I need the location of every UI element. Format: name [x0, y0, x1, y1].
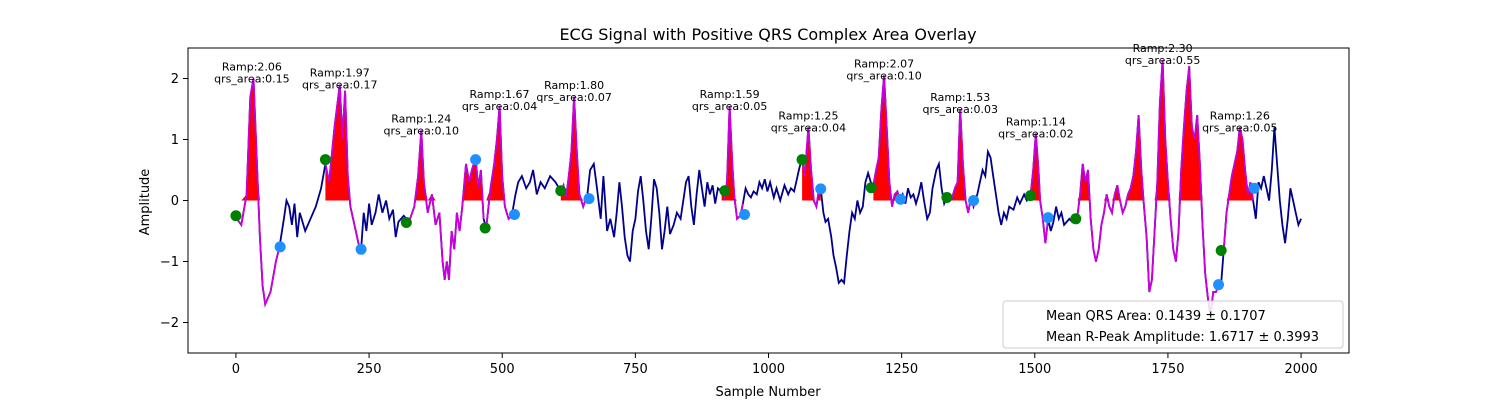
qrs-area-fill-8 [946, 109, 974, 201]
annotation-ramp-4: Ramp:1.80 [544, 79, 604, 92]
offset-marker-3 [508, 209, 520, 221]
qrs-markers [230, 154, 1260, 291]
qrs-segment-line-11 [1222, 127, 1254, 250]
annotation-area-2: qrs_area:0.10 [384, 124, 459, 137]
annotation-ramp-6: Ramp:1.25 [778, 109, 838, 122]
qrs-segment-line-0 [235, 78, 281, 308]
onset-marker-6 [796, 154, 808, 166]
offset-marker-9 [1042, 212, 1054, 224]
qrs-segment-line-7 [872, 75, 901, 207]
offset-marker-2 [470, 154, 482, 166]
onset-marker-11 [1215, 245, 1227, 257]
onset-marker-3 [479, 222, 491, 234]
annotation-area-10: qrs_area:0.55 [1125, 54, 1200, 67]
offset-marker-10 [1213, 279, 1225, 291]
x-tick-label-4: 1000 [752, 362, 785, 377]
legend: Mean QRS Area: 0.1439 ± 0.1707 Mean R-Pe… [1002, 300, 1344, 349]
y-axis: −2 −1 0 1 2 [160, 72, 188, 331]
offset-marker-8 [968, 195, 980, 206]
x-axis: 0 250 500 750 1000 1250 1500 1750 2000 [232, 353, 1318, 377]
y-axis-label: Amplitude [138, 169, 153, 236]
qrs-segment-line-5 [720, 105, 744, 221]
offset-marker-1 [355, 243, 367, 255]
offset-marker-4 [583, 193, 595, 205]
onset-marker-8 [941, 191, 953, 203]
annotation-area-1: qrs_area:0.17 [302, 79, 377, 92]
qrs-area-fill-5 [721, 106, 743, 201]
y-tick-label-2: 0 [171, 194, 179, 209]
annotation-ramp-7: Ramp:2.07 [854, 57, 914, 70]
annotation-ramp-11: Ramp:1.26 [1210, 109, 1270, 122]
qrs-area-fill-6 [802, 127, 821, 201]
annotation-ramp-8: Ramp:1.53 [930, 91, 990, 104]
qrs-segment-line-2 [408, 130, 485, 280]
onset-marker-7 [865, 182, 877, 194]
annotation-ramp-1: Ramp:1.97 [310, 67, 370, 80]
offset-marker-11 [1248, 182, 1260, 194]
qrs-segment-line-1 [324, 84, 362, 250]
x-tick-label-0: 0 [232, 362, 240, 377]
onset-marker-0 [230, 210, 242, 222]
qrs-segment-line-10 [1076, 60, 1222, 317]
annotation-ramp-0: Ramp:2.06 [222, 61, 282, 74]
qrs-area-fill-1 [325, 84, 362, 201]
y-tick-label-0: −2 [160, 316, 179, 331]
annotation-area-0: qrs_area:0.15 [214, 73, 289, 86]
offset-marker-0 [274, 241, 286, 253]
qrs-segment-line-3 [485, 105, 513, 229]
legend-entry-mean-qrs-area: Mean QRS Area: 0.1439 ± 0.1707 [1046, 309, 1266, 324]
annotation-area-9: qrs_area:0.02 [998, 127, 1073, 140]
qrs-area-fill-4 [560, 96, 588, 201]
annotation-ramp-5: Ramp:1.59 [700, 88, 760, 101]
offset-marker-7 [895, 193, 907, 205]
x-tick-label-6: 1500 [1018, 362, 1051, 377]
qrs-area-fill-10 [1077, 60, 1222, 201]
offset-marker-6 [815, 183, 827, 195]
annotation-area-11: qrs_area:0.05 [1202, 121, 1277, 134]
onset-marker-4 [555, 185, 567, 197]
y-tick-label-4: 2 [171, 72, 179, 87]
x-tick-label-3: 750 [623, 362, 648, 377]
x-tick-label-7: 1750 [1151, 362, 1184, 377]
annotation-area-8: qrs_area:0.03 [922, 103, 997, 116]
x-tick-label-1: 250 [357, 362, 382, 377]
annotation-area-3: qrs_area:0.04 [462, 100, 537, 113]
annotation-area-5: qrs_area:0.05 [692, 100, 767, 113]
onset-marker-5 [719, 185, 731, 197]
onset-marker-1 [319, 154, 331, 166]
offset-marker-5 [739, 209, 751, 221]
x-tick-label-8: 2000 [1285, 362, 1318, 377]
chart-title: ECG Signal with Positive QRS Complex Are… [559, 25, 976, 44]
qrs-segment-line-9 [1029, 133, 1049, 244]
legend-entry-mean-r-peak: Mean R-Peak Amplitude: 1.6717 ± 0.3993 [1046, 330, 1319, 345]
x-axis-label: Sample Number [715, 385, 821, 400]
annotation-area-6: qrs_area:0.04 [771, 121, 846, 134]
annotation-ramp-3: Ramp:1.67 [470, 88, 530, 101]
onset-marker-2 [400, 216, 412, 228]
onset-marker-10 [1070, 213, 1082, 225]
y-tick-label-3: 1 [171, 133, 179, 148]
annotation-ramp-10: Ramp:2.30 [1133, 42, 1193, 55]
annotation-area-4: qrs_area:0.07 [536, 91, 611, 104]
annotation-ramp-9: Ramp:1.14 [1006, 115, 1066, 128]
x-tick-label-5: 1250 [885, 362, 918, 377]
y-tick-label-1: −1 [160, 255, 179, 270]
legend-box [1002, 300, 1344, 349]
onset-marker-9 [1025, 190, 1037, 202]
x-tick-label-2: 500 [490, 362, 515, 377]
annotation-ramp-2: Ramp:1.24 [391, 112, 451, 125]
annotation-area-7: qrs_area:0.10 [846, 69, 921, 82]
